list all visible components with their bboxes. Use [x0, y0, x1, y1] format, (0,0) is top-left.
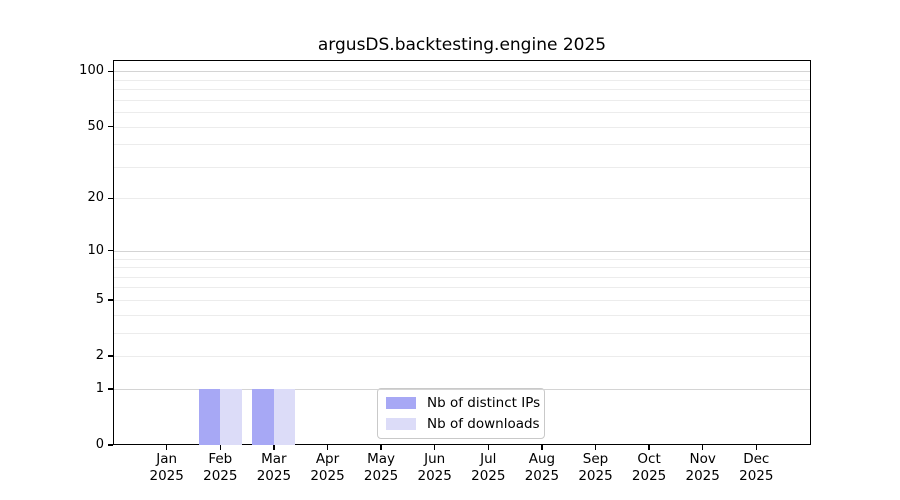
legend-swatch-downloads-icon [386, 418, 416, 430]
x-tick [273, 445, 275, 450]
legend-item-downloads: Nb of downloads [386, 416, 544, 432]
x-tick [702, 445, 704, 450]
x-tick-label: Aug 2025 [524, 451, 560, 484]
x-tick [594, 445, 597, 450]
y-tick [108, 70, 113, 72]
x-tick-label: Nov 2025 [685, 451, 720, 484]
x-tick-label: Mar 2025 [256, 451, 292, 484]
bar-distinct-ips [252, 388, 274, 445]
x-tick-label: Dec 2025 [739, 451, 774, 484]
y-tick [108, 250, 113, 252]
plot-area [113, 60, 811, 445]
y-tick-label: 1 [95, 380, 104, 396]
x-tick [326, 445, 329, 450]
y-tick-label: 100 [79, 63, 104, 79]
legend-swatch-distinct-ips-icon [386, 397, 416, 409]
x-tick [755, 445, 757, 450]
x-tick-label: Oct 2025 [631, 451, 667, 484]
x-tick [487, 445, 489, 450]
y-tick-label: 20 [87, 190, 104, 206]
x-tick [648, 445, 650, 450]
x-tick [166, 445, 168, 450]
y-tick-label: 0 [95, 437, 104, 452]
x-tick-label: Jul 2025 [471, 451, 506, 484]
bar-downloads [220, 388, 242, 445]
y-tick [108, 388, 113, 390]
chart-title: argusDS.backtesting.engine 2025 [317, 35, 607, 55]
y-tick-label: 10 [87, 242, 104, 258]
y-tick [108, 299, 113, 301]
bar-distinct-ips [198, 388, 221, 445]
x-tick-label: Jun 2025 [417, 451, 452, 484]
y-tick [108, 444, 113, 446]
legend-label-downloads: Nb of downloads [427, 416, 540, 432]
x-tick [434, 445, 436, 450]
x-tick-label: Feb 2025 [203, 451, 238, 484]
y-tick [108, 355, 113, 357]
legend-item-distinct-ips: Nb of distinct IPs [386, 395, 544, 411]
x-tick-label: Jan 2025 [149, 451, 184, 484]
x-tick-label: Apr 2025 [310, 451, 345, 484]
bar-downloads [273, 388, 296, 445]
x-tick [219, 445, 221, 450]
y-tick-label: 5 [95, 291, 104, 307]
y-tick [108, 197, 113, 200]
legend-label-distinct-ips: Nb of distinct IPs [427, 395, 541, 411]
legend: Nb of distinct IPs Nb of downloads [377, 388, 545, 439]
x-tick [380, 445, 382, 450]
y-tick [108, 125, 113, 128]
y-tick-label: 50 [87, 118, 104, 134]
x-tick [541, 445, 543, 450]
x-tick-label: Sep 2025 [578, 451, 613, 484]
y-tick-label: 2 [95, 348, 104, 364]
x-tick-label: May 2025 [363, 451, 399, 484]
